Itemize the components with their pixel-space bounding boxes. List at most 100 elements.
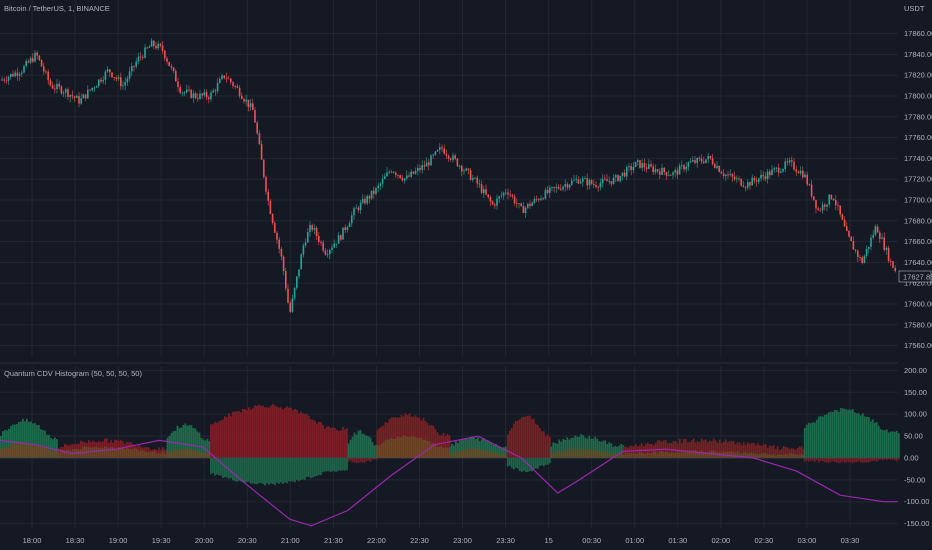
candle-body [848, 231, 850, 237]
histogram-bar-secondary [644, 453, 647, 458]
histogram-bar-secondary [284, 457, 286, 483]
histogram-bar-secondary [77, 449, 80, 458]
histogram-bar [548, 436, 551, 458]
histogram-bar-secondary [803, 457, 806, 462]
candle-body [753, 177, 756, 181]
histogram-bar-secondary [228, 457, 230, 479]
candle-body [621, 172, 624, 176]
histogram-bar [367, 436, 370, 458]
candle-body [780, 171, 782, 173]
histogram-bar [168, 435, 171, 458]
histogram-bar-secondary [347, 457, 350, 462]
histogram-bar-secondary [556, 450, 559, 458]
histogram-bar [857, 413, 860, 458]
histogram-bar-secondary [510, 457, 513, 469]
histogram-bar [881, 429, 884, 458]
histogram-bar [336, 429, 338, 458]
histogram-bar [654, 443, 657, 458]
histogram-bar [774, 448, 777, 458]
price-tick-label: 17680.00 [904, 216, 932, 225]
histogram-bar [0, 435, 2, 458]
candle-body [304, 242, 307, 246]
histogram-bar [426, 423, 429, 458]
histogram-bar-secondary [410, 436, 413, 458]
histogram-bar-secondary [881, 457, 884, 461]
time-axis[interactable]: 18:00 18:30 19:00 19:30 20:00 20:30 21:00 21:30… [23, 536, 860, 545]
candle-body [573, 179, 575, 181]
histogram-bar [286, 406, 288, 458]
histogram-bar [602, 440, 605, 458]
histogram-bar-secondary [728, 451, 731, 458]
histogram-bar [365, 435, 368, 458]
histogram-bar-secondary [234, 457, 236, 482]
histogram-bar-secondary [338, 457, 340, 471]
candle-body [419, 168, 421, 171]
histogram-bar [813, 422, 816, 458]
price-axis[interactable]: 17560.00 17580.00 17600.00 17620.00 17640.00… [904, 29, 932, 350]
histogram-bar [837, 412, 840, 458]
candle-body [148, 46, 151, 48]
candle-body [676, 170, 679, 175]
candle-body [274, 222, 276, 233]
histogram-bar-secondary [147, 452, 150, 458]
histogram-bar [357, 430, 360, 458]
candle-body [23, 66, 25, 73]
candle-body [263, 159, 265, 177]
histogram-bar [256, 405, 258, 458]
histogram-bar [308, 415, 310, 458]
histogram-bar [79, 440, 82, 458]
histogram-bar [404, 413, 407, 458]
candle-body [480, 184, 483, 193]
candle-body [487, 194, 489, 197]
histogram-bar-secondary [752, 453, 755, 458]
histogram-bar-secondary [302, 457, 304, 480]
candle-body [861, 257, 863, 263]
histogram-bar-secondary [574, 448, 577, 458]
indicator-axis[interactable]: -150.00 -100.00 -50.00 0.00 50.00 100.00 150.0… [904, 366, 929, 528]
symbol-title[interactable]: Bitcoin / TetherUS, 1, BINANCE [4, 4, 110, 13]
candle-body [465, 168, 467, 171]
histogram-bar [355, 434, 358, 458]
histogram-bar [728, 441, 731, 458]
histogram-bar [692, 438, 695, 458]
candle-body [786, 161, 789, 163]
histogram-bar [722, 441, 725, 458]
histogram-bar [430, 425, 433, 458]
candle-body [80, 98, 82, 104]
candle-body [300, 254, 302, 270]
candle-body [632, 166, 635, 171]
candle-body [40, 60, 43, 67]
candle-body [777, 167, 780, 173]
histogram-bar-secondary [440, 446, 443, 458]
candle-body [879, 232, 881, 239]
indicator-title[interactable]: Quantum CDV Histogram (50, 50, 50, 50) [4, 369, 142, 378]
histogram-bar-secondary [121, 447, 124, 458]
candle-body [410, 171, 412, 177]
candle-body [399, 175, 401, 179]
histogram-bar [592, 438, 595, 458]
histogram-bar [536, 424, 539, 458]
histogram-bar [434, 429, 437, 458]
candle-body [104, 71, 107, 80]
candle-body [469, 170, 472, 181]
histogram-bar-secondary [125, 447, 128, 458]
histogram-bar-secondary [133, 448, 136, 458]
histogram-bar [242, 408, 244, 458]
candle-body [381, 178, 384, 184]
histogram-bar [534, 424, 537, 458]
histogram-bar [805, 424, 808, 458]
histogram-bar-secondary [756, 454, 759, 458]
histogram-bar [292, 410, 294, 458]
histogram-bar [414, 415, 417, 458]
candle-body [276, 232, 278, 240]
candle-body [126, 78, 129, 83]
histogram-bar [510, 428, 513, 458]
histogram-bar-secondary [149, 451, 152, 458]
histogram-bar-secondary [216, 457, 218, 475]
candle-body [582, 178, 584, 182]
price-tick-label: 17720.00 [904, 175, 932, 184]
histogram-bar [845, 409, 848, 458]
histogram-bar [762, 444, 765, 458]
candle-body [423, 165, 426, 167]
